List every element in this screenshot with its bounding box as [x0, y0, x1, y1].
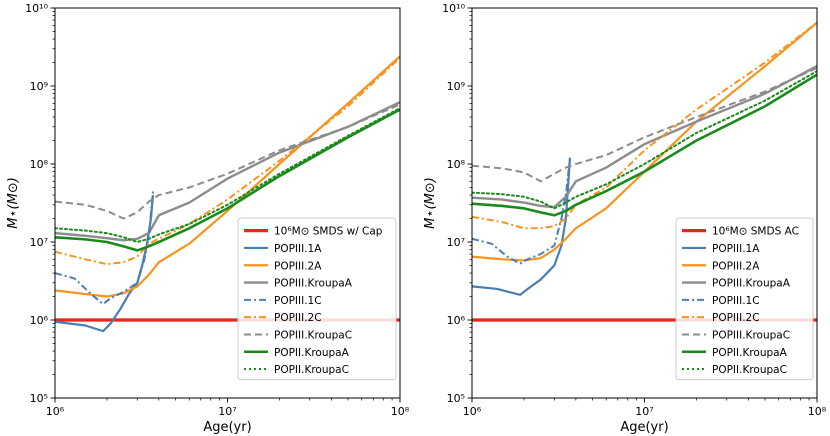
series-line-popii-kroupaa	[472, 73, 817, 217]
y-tick-label: 10⁶	[447, 314, 466, 327]
series-line-popiii-kroupac	[55, 103, 400, 220]
legend-label: POPII.KroupaA	[274, 347, 350, 359]
legend-label: POPII.KroupaC	[712, 364, 787, 376]
legend: 10⁶M⊙ SMDS AC POPIII.1A POPIII.2A POPIII.Kr…	[675, 217, 814, 381]
axes-frame	[471, 7, 818, 399]
series-line-popiii-1a	[472, 157, 572, 296]
legend-label: POPIII.1A	[712, 243, 760, 255]
y-tick-label: 10⁶	[30, 314, 49, 327]
legend-label: POPIII.KroupaA	[274, 278, 353, 290]
series-line-popiii-2c	[55, 57, 400, 266]
legend-label: POPIII.1C	[274, 295, 322, 307]
legend-label: POPIII.2C	[712, 312, 760, 324]
series-group	[472, 21, 817, 322]
series-line-popiii-2a	[472, 21, 817, 262]
y-tick-label: 10¹⁰	[25, 2, 48, 15]
legend-label: POPIII.KroupaC	[274, 329, 352, 341]
x-tick-label: 10⁸	[808, 405, 827, 418]
y-tick-label: 10⁸	[30, 158, 49, 171]
legend-label: POPIII.1A	[274, 243, 322, 255]
y-tick-label: 10⁷	[447, 236, 465, 249]
left-panel: 10⁶ 10⁷ 10⁸10⁵10⁶10⁷10⁸10⁹10¹⁰Age(yr)M⋆(M⊙…	[6, 2, 410, 435]
series-line-popiii-kroupac	[472, 67, 817, 183]
legend-label: 10⁶M⊙ SMDS w/ Cap	[274, 226, 383, 238]
y-tick-label: 10¹⁰	[442, 2, 465, 15]
legend: 10⁶M⊙ SMDS w/ Cap POPIII.1A POPIII.2A POPII…	[237, 217, 397, 381]
x-tick-label: 10⁸	[391, 405, 410, 418]
legend-box	[237, 217, 397, 381]
series-line-popiii-kroupaa	[472, 65, 817, 209]
x-tick-label: 10⁶	[463, 405, 482, 418]
x-axis-label: Age(yr)	[620, 420, 668, 435]
legend-box	[675, 217, 814, 381]
series-line-popiii-2a	[55, 55, 400, 298]
x-axis-label: Age(yr)	[203, 420, 251, 435]
legend-label: POPIII.2A	[712, 260, 760, 272]
legend-label: POPII.KroupaC	[274, 364, 349, 376]
x-tick-label: 10⁷	[218, 405, 236, 418]
series-line-popii-kroupaa	[55, 108, 400, 252]
y-axis-label: M⋆(M⊙)	[6, 177, 21, 229]
legend-label: POPIII.2C	[274, 312, 322, 324]
y-tick-label: 10⁸	[447, 158, 466, 171]
x-tick-label: 10⁷	[635, 405, 653, 418]
axes-frame	[54, 7, 401, 399]
legend-label: POPIII.1C	[712, 295, 760, 307]
series-line-popiii-1c	[472, 157, 572, 265]
series-line-popiii-kroupaa	[55, 101, 400, 242]
y-tick-label: 10⁹	[30, 80, 48, 93]
y-tick-label: 10⁵	[30, 392, 48, 405]
y-tick-label: 10⁷	[30, 236, 48, 249]
legend-label: POPIII.KroupaA	[712, 278, 791, 290]
y-tick-label: 10⁵	[447, 392, 465, 405]
legend-label: 10⁶M⊙ SMDS AC	[712, 226, 799, 238]
series-line-popiii-2c	[472, 21, 817, 230]
series-line-popii-kroupac	[55, 107, 400, 243]
y-axis-label: M⋆(M⊙)	[423, 177, 438, 229]
legend-label: POPIII.2A	[274, 260, 322, 272]
y-tick-label: 10⁹	[447, 80, 465, 93]
legend-label: POPII.KroupaA	[712, 347, 788, 359]
x-tick-label: 10⁶	[46, 405, 65, 418]
legend-label: POPIII.KroupaC	[712, 329, 790, 341]
right-panel: 10⁶ 10⁷ 10⁸10⁵10⁶10⁷10⁸10⁹10¹⁰Age(yr)M⋆(M⊙…	[423, 2, 827, 435]
